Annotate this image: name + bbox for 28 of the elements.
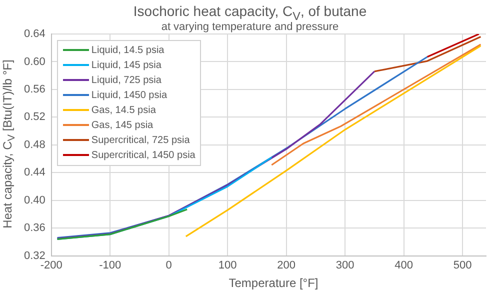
legend-label: Liquid, 145 psia [91,60,162,71]
x-tick-label: 500 [453,259,472,272]
x-tick-label: -100 [99,259,122,272]
y-tick-label: 0.56 [24,83,46,96]
y-tick-label: 0.40 [24,194,46,206]
x-tick-label: 400 [394,259,413,272]
x-tick-label: 300 [336,259,354,272]
legend-label: Gas, 14.5 psia [91,105,156,116]
legend-label: Liquid, 1450 psia [91,90,168,101]
chart-title: Isochoric heat capacity, C$_{V}$, of butane [132,3,368,23]
y-tick-label: 0.64 [24,28,46,40]
y-tick-label: 0.44 [24,166,46,179]
chart-subtitle: at varying temperature and pressure [161,21,339,33]
y-tick-label: 0.60 [24,56,46,68]
legend-label: Gas, 145 psia [91,120,154,131]
x-tick-label: 0 [166,259,172,272]
legend-label: Supercritical, 1450 psia [91,150,196,161]
legend-label: Liquid, 14.5 psia [91,45,164,56]
y-tick-label: 0.36 [24,222,46,234]
x-tick-label: 200 [277,259,296,272]
y-tick-label: 0.52 [24,111,46,124]
legend-label: Supercritical, 725 psia [91,135,190,146]
y-tick-label: 0.48 [24,138,46,151]
x-axis-title: Temperature [°F] [228,276,320,290]
legend-label: Liquid, 725 psia [91,75,162,86]
x-tick-label: -200 [40,259,62,272]
x-tick-label: 100 [218,259,237,272]
y-tick-label: 0.32 [24,250,46,262]
